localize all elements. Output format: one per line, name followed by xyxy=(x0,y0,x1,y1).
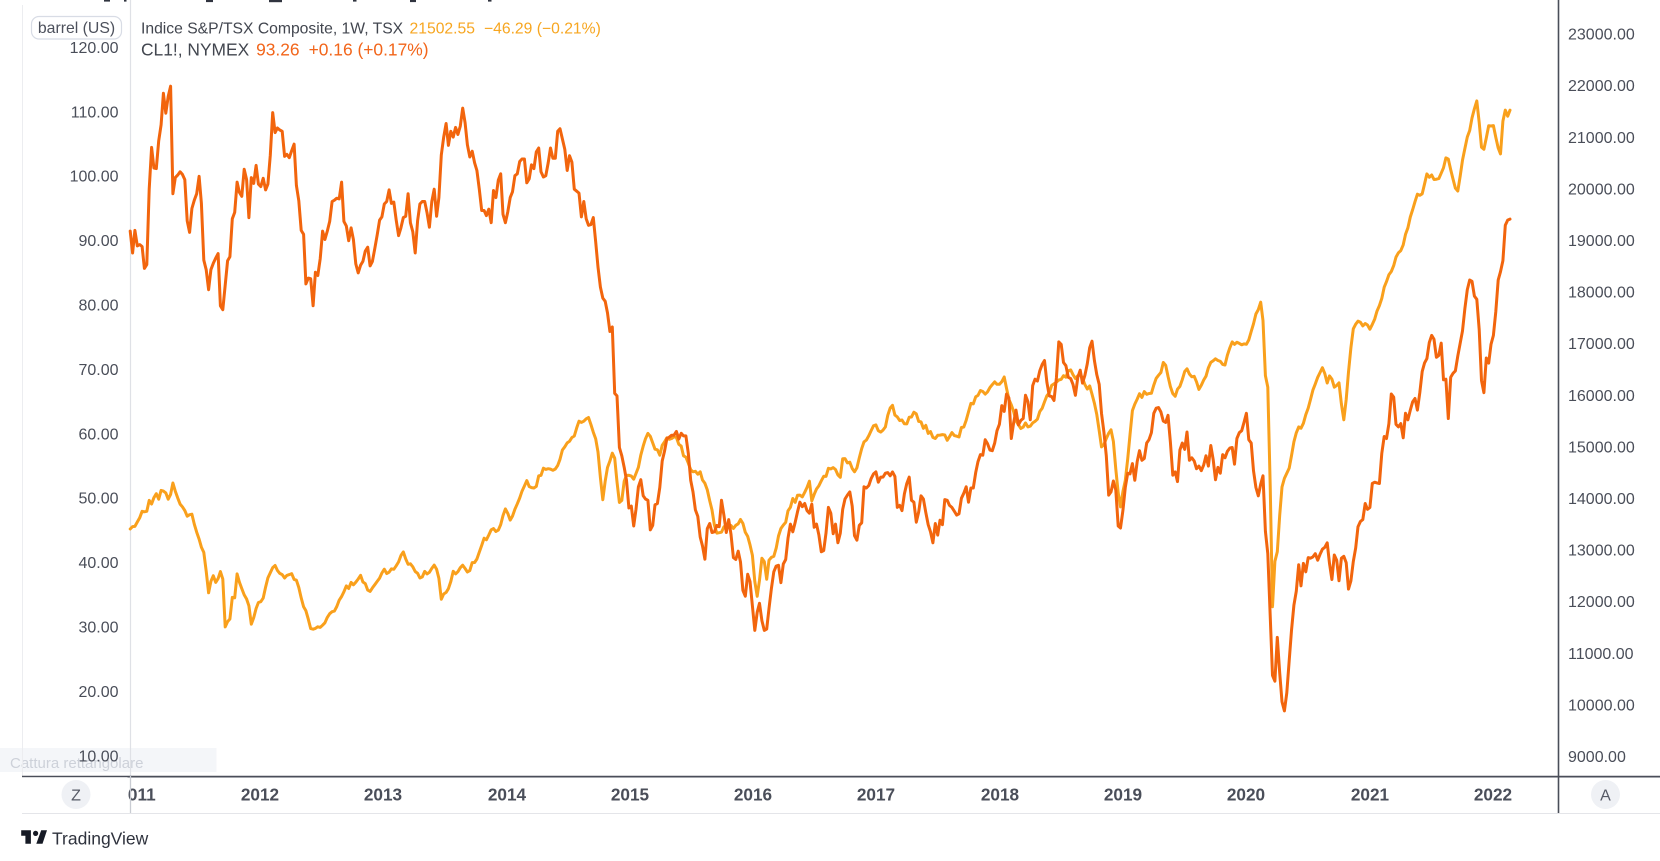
svg-text:40.00: 40.00 xyxy=(78,555,118,572)
svg-text:2012: 2012 xyxy=(241,785,279,805)
svg-text:barrel (US): barrel (US) xyxy=(38,20,115,37)
svg-text:80.00: 80.00 xyxy=(78,298,118,315)
svg-text:22000.00: 22000.00 xyxy=(1568,78,1635,95)
svg-text:10000.00: 10000.00 xyxy=(1568,697,1635,714)
svg-text:2022: 2022 xyxy=(1474,785,1512,805)
svg-text:10.00: 10.00 xyxy=(78,748,118,765)
svg-text:18000.00: 18000.00 xyxy=(1568,285,1635,302)
svg-text:19000.00: 19000.00 xyxy=(1568,233,1635,250)
svg-text:13000.00: 13000.00 xyxy=(1568,543,1635,560)
svg-text:20000.00: 20000.00 xyxy=(1568,181,1635,198)
svg-text:14000.00: 14000.00 xyxy=(1568,491,1635,508)
svg-text:2019: 2019 xyxy=(1104,785,1142,805)
svg-text:16000.00: 16000.00 xyxy=(1568,388,1635,405)
svg-text:120.00: 120.00 xyxy=(70,40,119,57)
svg-text:11000.00: 11000.00 xyxy=(1568,646,1634,663)
svg-text:70.00: 70.00 xyxy=(78,362,118,379)
svg-text:TradingView: TradingView xyxy=(52,829,149,849)
svg-text:Indice S&P/TSX Composite, 1W,: Indice S&P/TSX Composite, 1W, TSX 21502.… xyxy=(141,20,601,37)
svg-text:2014: 2014 xyxy=(488,785,527,805)
svg-text:2020: 2020 xyxy=(1227,785,1265,805)
svg-text:21000.00: 21000.00 xyxy=(1568,130,1635,147)
svg-text:Cattura rettangolare: Cattura rettangolare xyxy=(10,755,143,772)
svg-text:50.00: 50.00 xyxy=(78,491,118,508)
svg-text:20.00: 20.00 xyxy=(78,684,118,701)
svg-text:30.00: 30.00 xyxy=(78,620,118,637)
svg-text:60.00: 60.00 xyxy=(78,426,118,443)
svg-text:2017: 2017 xyxy=(857,785,895,805)
svg-text:2011: 2011 xyxy=(118,785,156,805)
svg-text:9000.00: 9000.00 xyxy=(1568,749,1626,766)
svg-text:A: A xyxy=(1600,787,1611,804)
svg-text:17000.00: 17000.00 xyxy=(1568,336,1635,353)
svg-text:110.00: 110.00 xyxy=(71,104,119,121)
svg-text:12000.00: 12000.00 xyxy=(1568,594,1635,611)
svg-text:2021: 2021 xyxy=(1351,785,1390,805)
svg-text:2016: 2016 xyxy=(734,785,772,805)
svg-text:90.00: 90.00 xyxy=(78,233,118,250)
svg-text:CL1!, NYMEX 93.26+0.16 (+0.17%: CL1!, NYMEX 93.26 +0.16 (+0.17%) xyxy=(141,40,429,60)
svg-text:2015: 2015 xyxy=(611,785,650,805)
svg-text:2013: 2013 xyxy=(364,785,402,805)
svg-text:100.00: 100.00 xyxy=(70,169,119,186)
svg-text:15000.00: 15000.00 xyxy=(1568,439,1635,456)
svg-text:Z: Z xyxy=(71,787,81,804)
svg-text:23000.00: 23000.00 xyxy=(1568,27,1635,44)
svg-text:2018: 2018 xyxy=(981,785,1020,805)
